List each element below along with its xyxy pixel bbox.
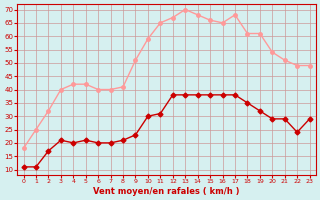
X-axis label: Vent moyen/en rafales ( km/h ): Vent moyen/en rafales ( km/h ) [93, 187, 240, 196]
